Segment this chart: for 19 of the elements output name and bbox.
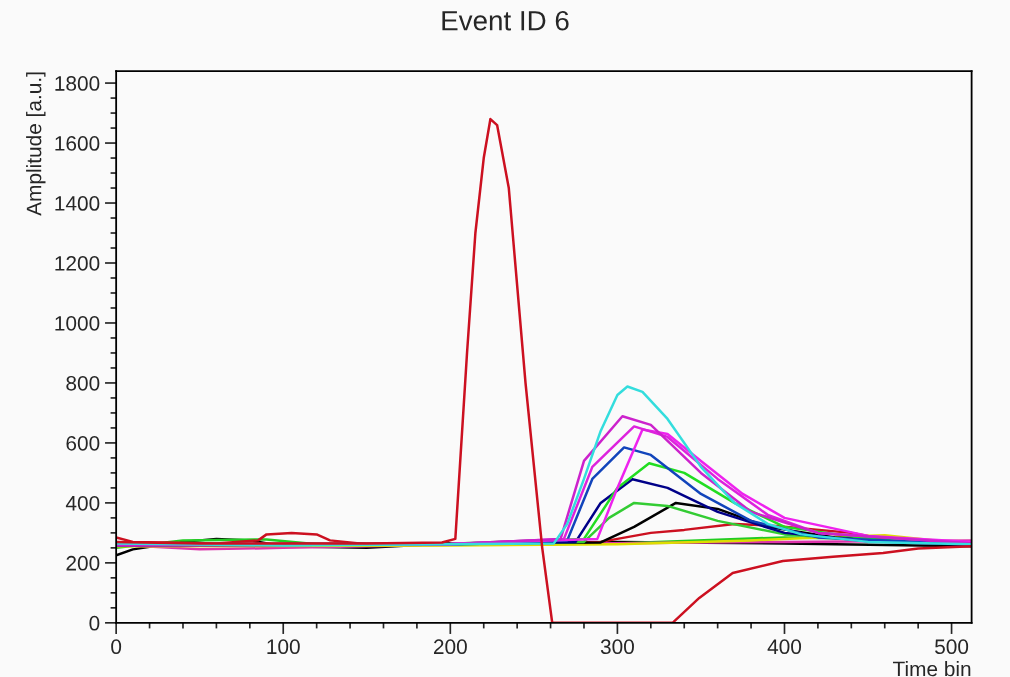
y-axis-title: Amplitude [a.u.]: [26, 72, 46, 216]
y-tick-label: 400: [65, 495, 100, 511]
x-tick-label: 500: [935, 639, 969, 655]
x-tick-label: 0: [111, 639, 122, 655]
y-tick-label: 1600: [55, 136, 100, 151]
y-tick-label: 800: [66, 375, 100, 391]
x-tick-label: 100: [267, 639, 300, 655]
x-tick-label: 200: [433, 639, 467, 655]
y-tick-label: 600: [66, 435, 100, 451]
x-axis-title: Time bin: [892, 661, 971, 677]
y-tick-label: 200: [66, 555, 100, 571]
y-tick-label: 1800: [55, 76, 100, 91]
y-tick-label: 1400: [55, 196, 100, 211]
y-tick-label: 1200: [55, 256, 100, 271]
x-tick-label: 400: [767, 639, 802, 655]
y-tick-label: 0: [89, 615, 100, 631]
chart-title: Event ID 6: [442, 10, 569, 31]
y-tick-label: 1000: [55, 315, 100, 331]
x-tick-label: 300: [600, 639, 634, 655]
